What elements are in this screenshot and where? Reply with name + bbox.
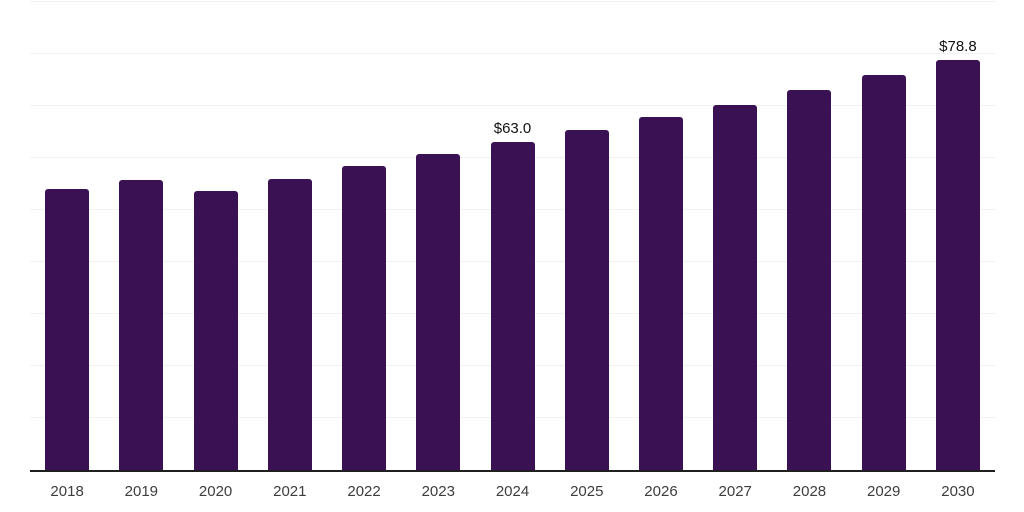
bars: $63.0 $78.8 (30, 2, 995, 470)
bar-2021 (267, 178, 312, 470)
bar-slot-2020 (178, 2, 252, 470)
bar-slot-2019 (104, 2, 178, 470)
bar-2027 (713, 104, 758, 470)
gridline-90 (30, 1, 995, 2)
bar-slot-2022 (327, 2, 401, 470)
gridline-80 (30, 53, 995, 54)
bar-slot-2023 (401, 2, 475, 470)
bar-slot-2018 (30, 2, 104, 470)
bar-slot-2027 (698, 2, 772, 470)
bar-2020 (193, 190, 238, 470)
bar-2024: $63.0 (490, 120, 535, 470)
x-tick-2021: 2021 (273, 483, 307, 500)
plot-area: $63.0 $78.8 (30, 0, 995, 472)
bar-2022 (342, 165, 387, 470)
x-tick-2027: 2027 (718, 483, 752, 500)
x-tick-2029: 2029 (867, 483, 901, 500)
x-tick-2025: 2025 (570, 483, 604, 500)
bar-slot-2024: $63.0 (475, 2, 549, 470)
bar-slot-2028 (772, 2, 846, 470)
x-tick-2030: 2030 (941, 483, 975, 500)
x-tick-2023: 2023 (421, 483, 455, 500)
x-tick-2022: 2022 (347, 483, 381, 500)
bar-2028 (787, 89, 832, 470)
x-tick-2026: 2026 (644, 483, 678, 500)
bar-2019 (119, 179, 164, 470)
bar-slot-2029 (847, 2, 921, 470)
bar-slot-2021 (253, 2, 327, 470)
x-tick-2024: 2024 (495, 483, 530, 500)
bar-2023 (416, 153, 461, 470)
bar-2029 (861, 74, 906, 470)
bar-slot-2026 (624, 2, 698, 470)
bar-slot-2025 (550, 2, 624, 470)
x-tick-2020: 2020 (198, 483, 233, 500)
bar-2026 (638, 116, 683, 470)
x-tick-2019: 2019 (124, 483, 159, 500)
data-label-2030: $78.8 (939, 38, 977, 56)
x-tick-2018: 2018 (50, 483, 84, 500)
data-label-2024: $63.0 (493, 120, 532, 138)
gridline-70 (30, 105, 995, 106)
x-axis-labels: 2018 2019 2020 2021 2022 2023 2024 2025 2026 2027… (30, 483, 995, 500)
bar-2018 (45, 188, 90, 470)
bar-slot-2030: $78.8 (921, 2, 995, 470)
bar-2030: $78.8 (935, 38, 980, 470)
x-tick-2028: 2028 (792, 483, 827, 500)
bar-2025 (564, 129, 609, 470)
